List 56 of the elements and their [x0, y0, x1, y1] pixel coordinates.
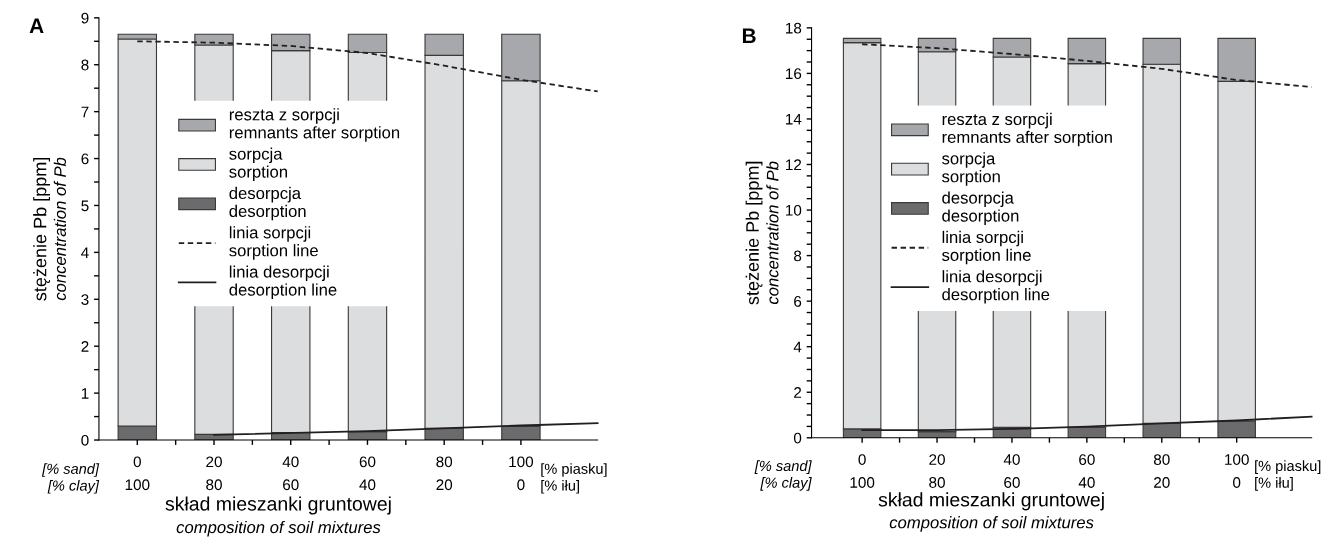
y-tick-label: 4 [81, 247, 89, 258]
x2-tick-label: 20 [436, 479, 453, 491]
y-axis-title: stężenie Pb [ppm] concentration of Pb [745, 161, 779, 305]
y-tick-label: 1 [81, 388, 89, 399]
x-tick-label: 40 [282, 456, 299, 468]
x-tick-label: 0 [858, 454, 866, 465]
y-tick-label: 8 [81, 59, 89, 71]
text: [% sand] [% clay] [41, 463, 100, 494]
x-tick-label: 80 [1153, 454, 1170, 465]
y-tick-label: 18 [786, 22, 802, 34]
y-tick-label: 14 [786, 113, 802, 125]
x-tick-label: 60 [1079, 454, 1095, 465]
x2-tick-label: 20 [1154, 477, 1170, 488]
legend-label: linia desorpcji desorption line [229, 265, 337, 299]
x-tick-label: 60 [359, 456, 376, 468]
x-axis-title: skład mieszanki gruntowej composition of soil mixtures [878, 492, 1104, 532]
text: [% sand] [% clay] [754, 460, 812, 491]
x2-tick-label: 100 [125, 479, 150, 491]
y-tick-label: 3 [81, 294, 89, 305]
y-axis-title: stężenie Pb [ppm] concentration of Pb [33, 157, 67, 301]
y-tick-label: 16 [786, 68, 802, 80]
y-tick-label: 4 [793, 341, 802, 353]
y-tick-label: 0 [81, 434, 89, 446]
x2-tick-label: 80 [929, 477, 945, 488]
x-tick-label: 100 [509, 456, 534, 468]
y-tick-label: 5 [81, 200, 89, 212]
x2-tick-label: 100 [850, 477, 875, 488]
x2-tick-label: 60 [1004, 477, 1020, 488]
x-tick-label: 20 [206, 456, 222, 468]
x-axis-title: skład mieszanki gruntowej composition of soil mixtures [165, 496, 391, 537]
x-tick-label: 40 [1003, 454, 1020, 465]
chart-title: B [742, 28, 756, 43]
x2-tick-label: 60 [283, 479, 299, 491]
x2-tick-label: 80 [206, 479, 222, 491]
y-tick-label: 10 [786, 204, 802, 216]
x-tick-label: 80 [436, 456, 453, 468]
x2-tick-label: 40 [359, 479, 376, 491]
y-tick-label: 6 [794, 296, 802, 307]
y-tick-label: 7 [81, 106, 89, 118]
x-tick-label: 100 [1225, 454, 1249, 465]
text: [% piasku] [% iłu] [541, 463, 607, 494]
x2-tick-label: 0 [517, 479, 525, 491]
legend-label: linia desorpcji desorption line [942, 270, 1050, 304]
y-tick-label: 9 [81, 12, 89, 24]
y-tick-label: 6 [81, 153, 89, 165]
y-tick-label: 2 [81, 341, 89, 352]
x-tick-label: 20 [929, 454, 945, 465]
x2-tick-label: 0 [1233, 477, 1241, 488]
y-tick-label: 12 [786, 159, 802, 171]
y-tick-label: 0 [793, 432, 802, 444]
x-tick-label: 0 [133, 456, 141, 468]
y-tick-label: 2 [794, 387, 802, 398]
x2-tick-label: 40 [1078, 477, 1095, 488]
text: [% piasku] [% iłu] [1255, 460, 1321, 491]
chart-title: A [29, 18, 44, 33]
y-tick-label: 8 [794, 250, 802, 262]
